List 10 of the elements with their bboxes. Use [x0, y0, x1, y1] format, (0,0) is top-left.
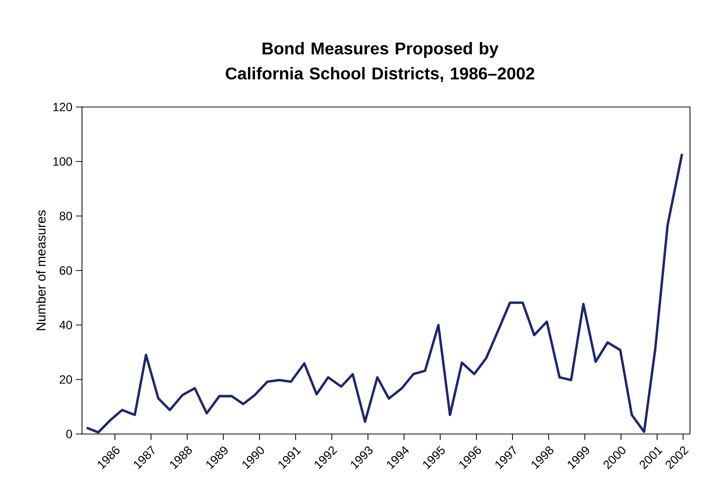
y-tick-label: 60	[60, 266, 72, 275]
y-tick-label: 80	[60, 212, 72, 220]
y-axis-title: Number of measures	[36, 210, 46, 330]
y-tick-label: 40	[59, 320, 72, 330]
y-tick-label: 0	[66, 430, 72, 438]
line-series	[86, 152, 684, 434]
y-tick-label: 100	[53, 157, 72, 166]
y-tick-label: 120	[53, 102, 72, 112]
chart-title: Bond Measures Proposed by California School Districts, 1986–2002	[226, 42, 534, 82]
y-tick-label: 20	[60, 375, 72, 384]
